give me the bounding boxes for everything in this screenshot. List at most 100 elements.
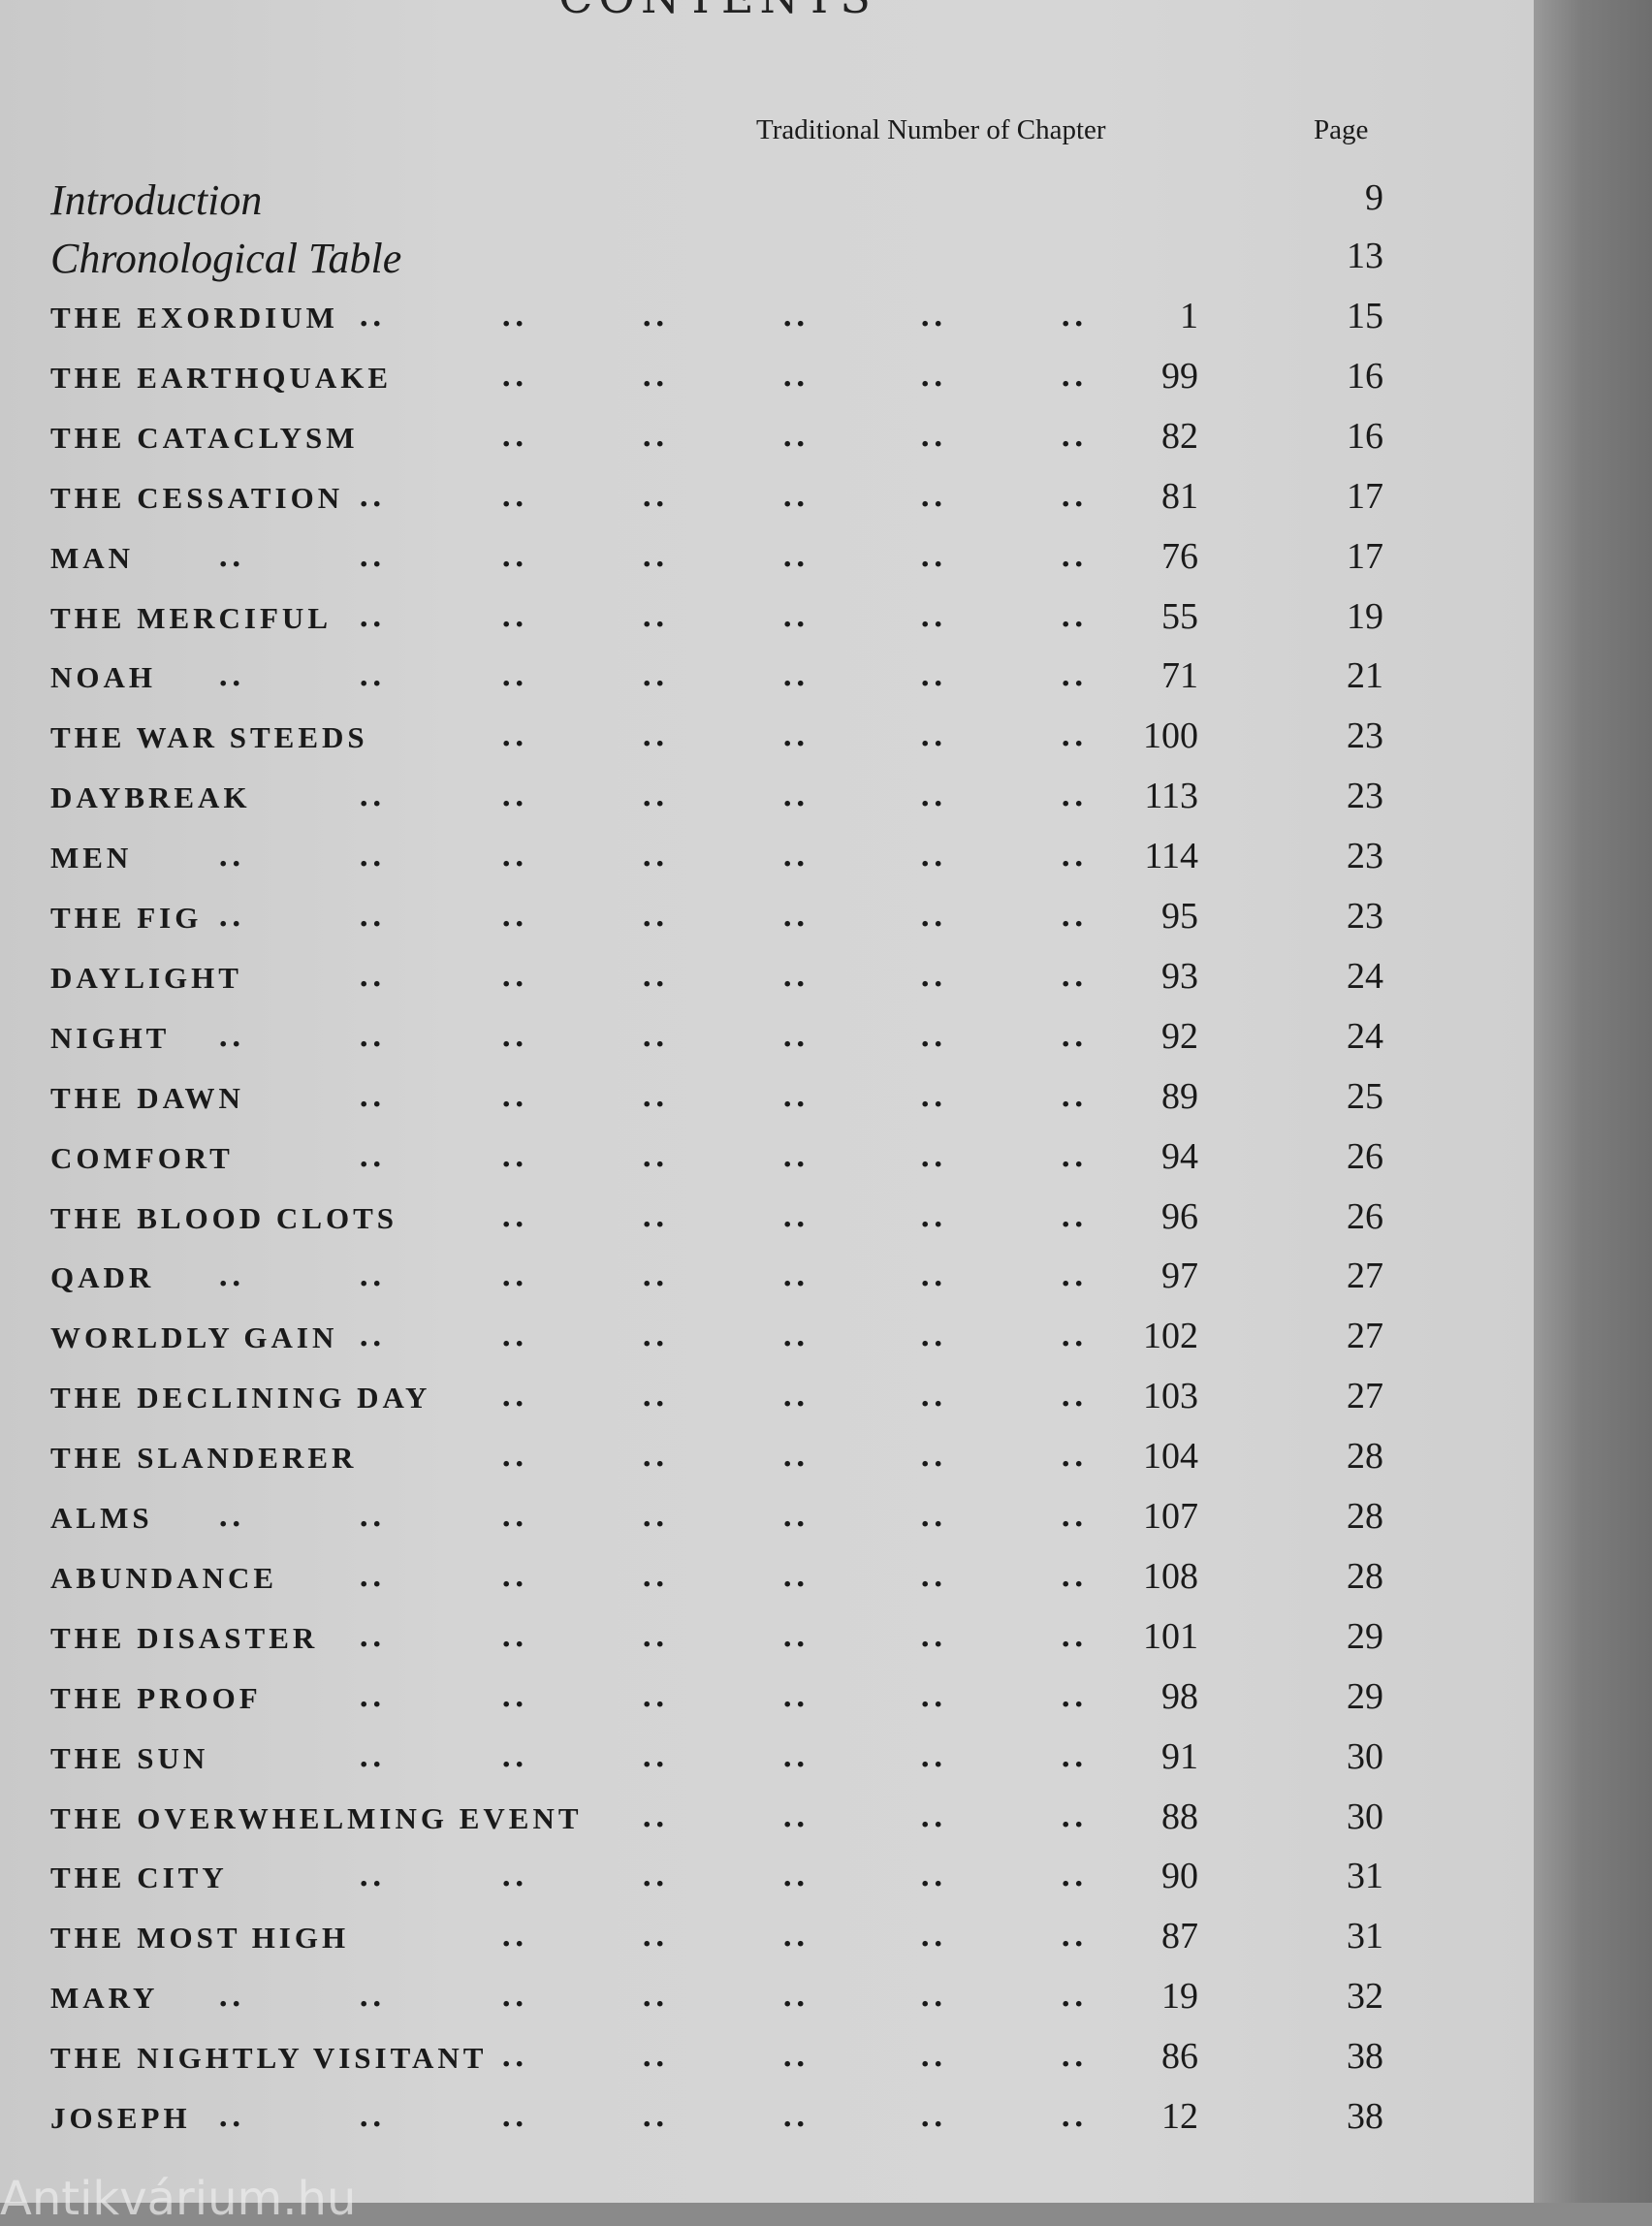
leader-dots: .. bbox=[501, 1320, 527, 1354]
contents-row: ALMS 107 28.............. bbox=[0, 1489, 1435, 1547]
leader-dots: .. bbox=[642, 1079, 668, 1114]
contents-row: THE PROOF 98 29............ bbox=[0, 1670, 1435, 1728]
leader-dots: .. bbox=[359, 1980, 385, 2015]
entry-title: MEN bbox=[50, 841, 133, 875]
leader-dots: .. bbox=[920, 419, 946, 454]
leader-dots: .. bbox=[501, 1380, 527, 1415]
page-number: 30 bbox=[1347, 1735, 1383, 1777]
leader-dots: .. bbox=[920, 719, 946, 754]
leader-dots: .. bbox=[359, 539, 385, 574]
entry-title: THE MERCIFUL bbox=[50, 600, 332, 635]
leader-dots: .. bbox=[501, 659, 527, 694]
entry-title: THE DECLINING DAY bbox=[50, 1381, 431, 1415]
contents-row: THE WAR STEEDS 100 23.......... bbox=[0, 709, 1435, 767]
entry-title: ALMS bbox=[50, 1501, 153, 1535]
leader-dots: .. bbox=[501, 1019, 527, 1054]
chapter-column-header: Traditional Number of Chapter bbox=[756, 114, 1106, 145]
leader-dots: .. bbox=[642, 1320, 668, 1354]
leader-dots: .. bbox=[782, 2040, 809, 2075]
leader-dots: .. bbox=[920, 539, 946, 574]
contents-row: THE CATACLYSM 82 16.......... bbox=[0, 409, 1435, 467]
page-title: CONTENTS bbox=[0, 0, 1435, 23]
leader-dots: .. bbox=[642, 1440, 668, 1475]
leader-dots: .. bbox=[359, 1559, 385, 1594]
leader-dots: .. bbox=[782, 1320, 809, 1354]
contents-row: THE MERCIFUL 55 19............ bbox=[0, 589, 1435, 648]
entry-title: QADR bbox=[50, 1260, 155, 1295]
chapter-number: 91 bbox=[1161, 1735, 1198, 1777]
leader-dots: .. bbox=[218, 659, 244, 694]
page-number: 15 bbox=[1347, 296, 1383, 336]
leader-dots: .. bbox=[920, 1799, 946, 1834]
leader-dots: .. bbox=[782, 1559, 809, 1594]
leader-dots: .. bbox=[642, 300, 668, 334]
leader-dots: .. bbox=[501, 1860, 527, 1894]
leader-dots: .. bbox=[920, 1860, 946, 1894]
leader-dots: .. bbox=[920, 959, 946, 994]
leader-dots: .. bbox=[501, 2100, 527, 2134]
leader-dots: .. bbox=[359, 599, 385, 634]
leader-dots: .. bbox=[782, 659, 809, 694]
leader-dots: .. bbox=[1061, 900, 1087, 934]
page-number: 31 bbox=[1347, 1856, 1383, 1897]
leader-dots: .. bbox=[218, 840, 244, 874]
contents-row: QADR 97 27.............. bbox=[0, 1249, 1435, 1307]
leader-dots: .. bbox=[782, 900, 809, 934]
leader-dots: .. bbox=[782, 1440, 809, 1475]
chapter-number: 107 bbox=[1143, 1496, 1198, 1537]
leader-dots: .. bbox=[1061, 1980, 1087, 2015]
leader-dots: .. bbox=[1061, 840, 1087, 874]
page-number: 31 bbox=[1347, 1916, 1383, 1957]
leader-dots: .. bbox=[359, 1139, 385, 1174]
leader-dots: .. bbox=[1061, 1199, 1087, 1234]
contents-row: THE MOST HIGH 87 31.......... bbox=[0, 1909, 1435, 1967]
leader-dots: .. bbox=[1061, 1860, 1087, 1894]
page-number: 19 bbox=[1347, 595, 1383, 637]
chapter-number: 19 bbox=[1161, 1976, 1198, 2018]
leader-dots: .. bbox=[642, 900, 668, 934]
leader-dots: .. bbox=[920, 2040, 946, 2075]
page-number: 25 bbox=[1347, 1075, 1383, 1117]
leader-dots: .. bbox=[920, 1920, 946, 1955]
leader-dots: .. bbox=[642, 1860, 668, 1894]
chapter-number: 87 bbox=[1161, 1916, 1198, 1957]
leader-dots: .. bbox=[218, 1500, 244, 1534]
leader-dots: .. bbox=[359, 959, 385, 994]
watermark: Antikvárium.hu bbox=[0, 2172, 357, 2226]
page-number: 29 bbox=[1347, 1675, 1383, 1717]
leader-dots: .. bbox=[782, 1860, 809, 1894]
leader-dots: .. bbox=[782, 1739, 809, 1774]
entry-title: NIGHT bbox=[50, 1020, 171, 1055]
leader-dots: .. bbox=[782, 1980, 809, 2015]
page-number: 26 bbox=[1347, 1135, 1383, 1177]
leader-dots: .. bbox=[642, 2100, 668, 2134]
chapter-number: 98 bbox=[1161, 1675, 1198, 1717]
leader-dots: .. bbox=[501, 1259, 527, 1294]
leader-dots: .. bbox=[501, 1199, 527, 1234]
chapter-number: 100 bbox=[1143, 716, 1198, 757]
leader-dots: .. bbox=[642, 1559, 668, 1594]
entry-title: THE DISASTER bbox=[50, 1620, 319, 1655]
leader-dots: .. bbox=[1061, 1679, 1087, 1714]
page-number: 23 bbox=[1347, 716, 1383, 757]
chapter-number: 102 bbox=[1143, 1316, 1198, 1357]
page-number: 29 bbox=[1347, 1615, 1383, 1657]
leader-dots: .. bbox=[920, 1320, 946, 1354]
entry-title: THE SUN bbox=[50, 1740, 209, 1775]
chapter-number: 108 bbox=[1143, 1555, 1198, 1597]
leader-dots: .. bbox=[642, 1380, 668, 1415]
leader-dots: .. bbox=[501, 1980, 527, 2015]
chapter-number: 96 bbox=[1161, 1195, 1198, 1237]
page-number: 38 bbox=[1347, 2036, 1383, 2078]
chapter-number: 104 bbox=[1143, 1436, 1198, 1478]
leader-dots: .. bbox=[359, 1860, 385, 1894]
chapter-number: 114 bbox=[1144, 836, 1198, 877]
leader-dots: .. bbox=[218, 539, 244, 574]
chapter-number: 93 bbox=[1161, 955, 1198, 997]
entry-title: THE CITY bbox=[50, 1860, 228, 1895]
contents-row: ABUNDANCE 108 28............ bbox=[0, 1549, 1435, 1607]
leader-dots: .. bbox=[920, 1079, 946, 1114]
leader-dots: .. bbox=[1061, 1079, 1087, 1114]
page-number: 24 bbox=[1347, 1015, 1383, 1057]
leader-dots: .. bbox=[920, 599, 946, 634]
